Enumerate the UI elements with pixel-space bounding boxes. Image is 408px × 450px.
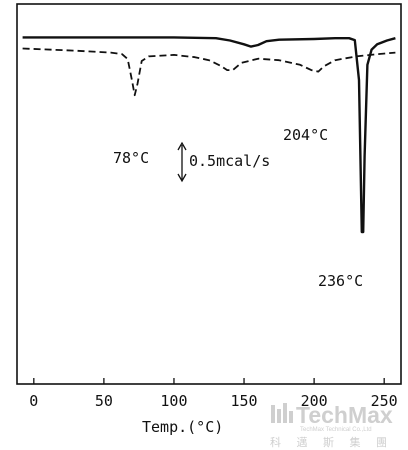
x-tick-label: 150: [230, 392, 257, 410]
curves-layer: [22, 36, 396, 234]
series-dashed-line: [22, 47, 396, 97]
watermark-tagline: TechMax Technical Co.,Ltd: [300, 427, 372, 433]
scale-bar: [177, 141, 187, 183]
watermark-chinese: 科 邁 斯 集 團: [270, 435, 393, 449]
plot-frame: [16, 3, 402, 385]
watermark: TechMax TechMax Technical Co.,Ltd 科 邁 斯 …: [270, 402, 393, 449]
x-tick-label: 100: [160, 392, 187, 410]
watermark-logo-icon: [271, 403, 293, 423]
x-tick-label: 250: [371, 392, 398, 410]
x-tick-label: 50: [95, 392, 113, 410]
x-axis-label: Temp.(°C): [142, 418, 223, 436]
x-ticks-layer: 0 50 100 150 200 250: [29, 378, 398, 410]
annotation-236c: 236°C: [318, 272, 363, 290]
watermark-brand: TechMax: [296, 402, 393, 428]
annotation-78c: 78°C: [113, 149, 149, 167]
x-tick-label: 0: [29, 392, 38, 410]
scale-label: 0.5mcal/s: [189, 152, 270, 170]
x-tick-label: 200: [301, 392, 328, 410]
annotation-204c: 204°C: [283, 126, 328, 144]
series-solid-line: [22, 36, 396, 234]
